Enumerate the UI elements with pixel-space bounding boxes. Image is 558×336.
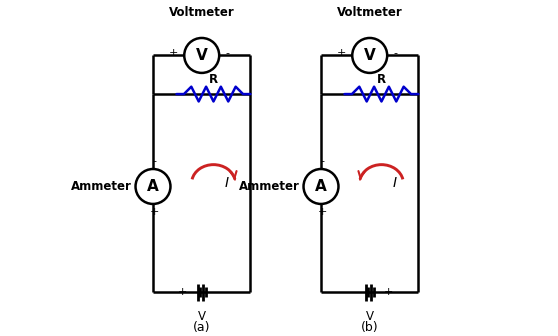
Circle shape [136,169,171,204]
Text: A: A [147,179,159,194]
Text: +: + [337,48,346,58]
Text: V: V [196,48,208,63]
Text: +: + [150,207,160,217]
Text: -: - [349,287,353,297]
Circle shape [304,169,339,204]
Text: (b): (b) [361,321,378,334]
Circle shape [352,38,387,73]
Text: -: - [219,287,223,297]
Text: +: + [318,207,328,217]
Text: I: I [224,176,228,190]
Text: Ammeter: Ammeter [71,180,132,193]
Text: Voltmeter: Voltmeter [169,6,234,19]
Text: -: - [153,156,157,166]
Text: R: R [377,74,386,86]
Text: (a): (a) [193,321,210,334]
Text: +: + [169,48,178,58]
Text: V: V [365,310,374,323]
Text: +: + [178,287,187,297]
Text: A: A [315,179,327,194]
Text: Voltmeter: Voltmeter [337,6,402,19]
Circle shape [184,38,219,73]
Text: -: - [321,156,325,166]
Text: -: - [225,48,229,58]
Text: +: + [384,287,393,297]
Text: -: - [393,48,397,58]
Text: Ammeter: Ammeter [239,180,300,193]
Text: V: V [198,310,206,323]
Text: R: R [209,74,218,86]
Text: I: I [392,176,396,190]
Text: V: V [364,48,376,63]
